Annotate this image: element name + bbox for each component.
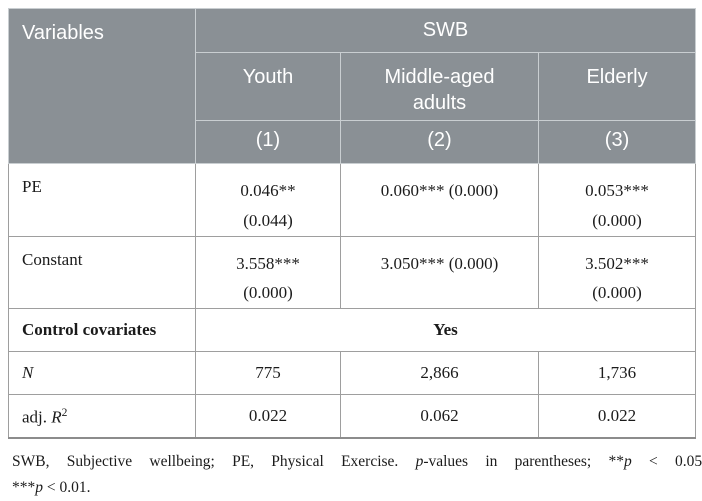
adj-r2-elderly-cell: 0.022: [537, 394, 697, 439]
adj-r2-youth-cell: 0.022: [195, 394, 341, 439]
row-label-pe: PE: [8, 163, 196, 237]
row-label-n: N: [8, 351, 196, 395]
group-header-elderly: Elderly: [537, 52, 697, 121]
constant-middle-cell: 3.050*** (0.000): [340, 235, 539, 309]
footnote-stars-3: ***: [12, 479, 36, 497]
constant-youth-pvalue: (0.000): [243, 283, 293, 303]
constant-elderly-pvalue: (0.000): [592, 283, 642, 303]
constant-youth-cell: 3.558*** (0.000): [195, 235, 341, 309]
constant-youth-coefficient: 3.558***: [236, 253, 300, 273]
adj-r2-prefix: adj.: [22, 407, 52, 427]
table-footnote: SWB, Subjective wellbeing; PE, Physical …: [12, 449, 702, 501]
header-row-swb: Variables SWB: [8, 8, 697, 164]
table-row-constant: Constant 3.558*** (0.000) 3.050*** (0.00…: [8, 235, 697, 309]
n-youth-cell: 775: [195, 351, 341, 395]
group-header-middle-aged-adults: Middle-aged adults: [340, 52, 539, 121]
header-row-groups: Youth Middle-aged adults Elderly: [9, 52, 697, 121]
constant-elderly-coefficient: 3.502***: [585, 253, 649, 273]
model-header-1: (1): [195, 120, 341, 164]
adj-r2-symbol: R: [51, 407, 62, 427]
footnote-values-text: -values in parentheses;: [423, 452, 609, 470]
table-row-n: N 775 2,866 1,736: [8, 351, 697, 395]
adj-r2-superscript: 2: [61, 406, 68, 419]
n-middle-cell: 2,866: [340, 351, 539, 395]
footnote-sig-001: < 0.01.: [43, 479, 91, 497]
pe-middle-coefficient: 0.060*** (0.000): [380, 181, 499, 200]
table-header: Variables SWB Youth Middle-aged adults E…: [8, 8, 697, 164]
pe-elderly-pvalue: (0.000): [592, 210, 642, 230]
model-header-3: (3): [537, 120, 697, 164]
pe-youth-pvalue: (0.044): [243, 210, 293, 230]
footnote-p-symbol-2: p: [624, 452, 632, 470]
group-header-youth: Youth: [195, 52, 341, 121]
footnote-stars-2: **: [608, 452, 625, 470]
row-label-control-covariates: Control covariates: [8, 308, 196, 352]
table-row-pe: PE 0.046** (0.044) 0.060*** (0.000) 0.05…: [8, 163, 697, 237]
table-body: PE 0.046** (0.044) 0.060*** (0.000) 0.05…: [8, 163, 697, 439]
group-header-middle-aged-adults-label: Middle-aged adults: [384, 66, 495, 114]
footnote-sig-005: < 0.05,: [631, 452, 702, 470]
row-label-adj-r2: adj. R2: [8, 394, 196, 439]
group-header-elderly-label: Elderly: [586, 66, 648, 88]
n-elderly-cell: 1,736: [537, 351, 697, 395]
adj-r2-middle-cell: 0.062: [340, 394, 539, 439]
table-row-control-covariates: Control covariates Yes: [8, 308, 697, 352]
pe-youth-cell: 0.046** (0.044): [195, 163, 341, 237]
footnote-abbrev-text: SWB, Subjective wellbeing; PE, Physical …: [12, 452, 416, 470]
footnote-p-symbol-3: p: [35, 479, 43, 497]
model-header-2: (2): [340, 120, 539, 164]
variables-header-cell: Variables: [8, 8, 196, 164]
regression-results-table: Variables SWB Youth Middle-aged adults E…: [8, 8, 697, 439]
header-row-models: (1) (2) (3): [9, 120, 697, 164]
pe-elderly-coefficient: 0.053***: [585, 181, 649, 200]
pe-elderly-cell: 0.053*** (0.000): [537, 163, 697, 237]
swb-header-cell: SWB: [194, 8, 697, 53]
constant-elderly-cell: 3.502*** (0.000): [537, 235, 697, 309]
control-covariates-value-cell: Yes: [194, 308, 697, 352]
footnote-line-2: ***p < 0.01.: [12, 475, 702, 501]
row-label-constant: Constant: [8, 235, 196, 309]
group-header-youth-label: Youth: [242, 66, 294, 88]
footnote-line-1: SWB, Subjective wellbeing; PE, Physical …: [12, 449, 702, 476]
constant-middle-coefficient: 3.050*** (0.000): [380, 253, 499, 273]
pe-middle-cell: 0.060*** (0.000): [340, 163, 539, 237]
footnote-p-symbol-1: p: [415, 452, 424, 470]
table-row-adj-r2: adj. R2 0.022 0.062 0.022: [8, 394, 697, 439]
pe-youth-coefficient: 0.046**: [240, 181, 296, 200]
